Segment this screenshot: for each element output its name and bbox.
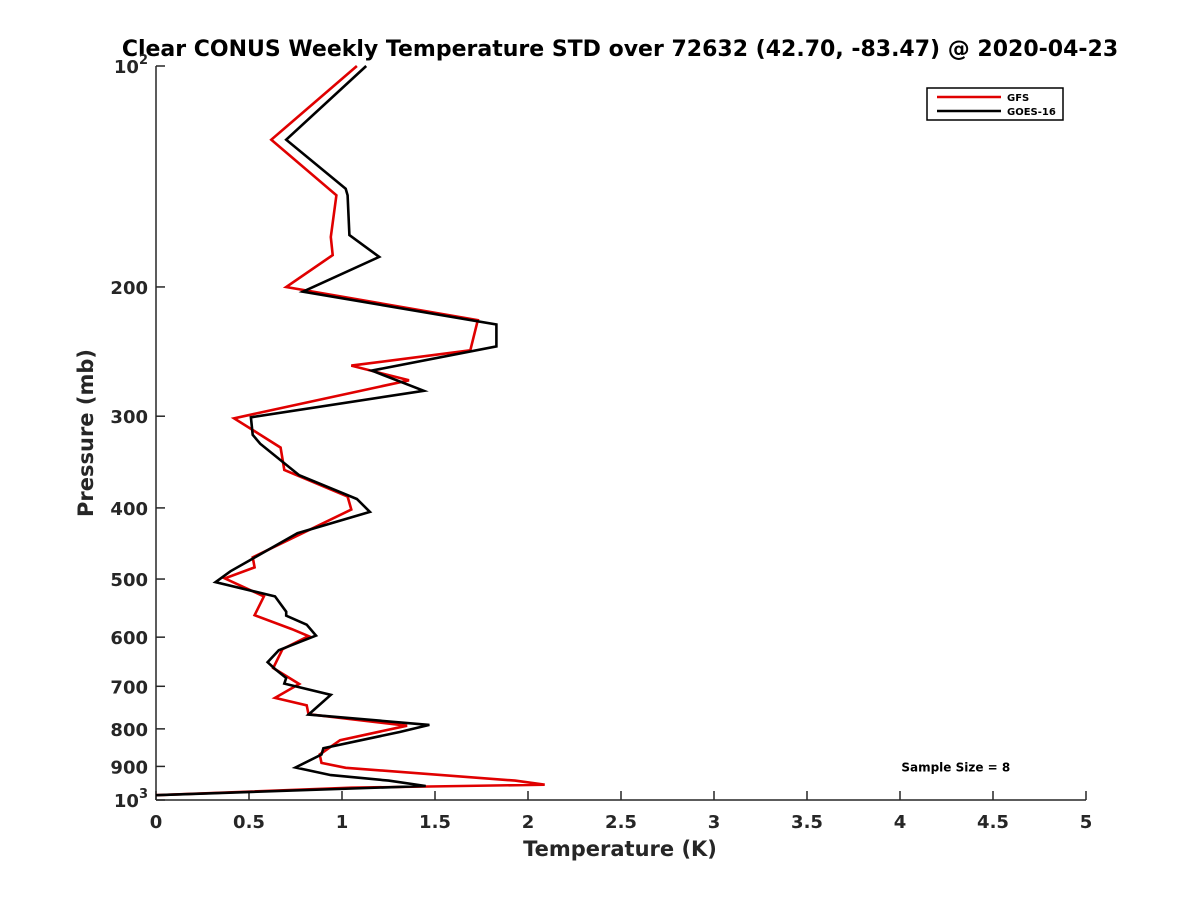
legend-entry: GFS bbox=[1007, 93, 1029, 104]
y-axis-label: Pressure (mb) bbox=[74, 349, 98, 517]
y-tick-label: 400 bbox=[110, 499, 148, 520]
x-tick-label: 2.5 bbox=[605, 812, 637, 833]
legend: GFS GOES-16 bbox=[926, 87, 1064, 121]
x-tick-label: 4 bbox=[894, 812, 907, 833]
y-tick-label: 102 bbox=[114, 53, 148, 78]
x-axis-label: Temperature (K) bbox=[523, 837, 717, 861]
x-tick-label: 2 bbox=[522, 812, 535, 833]
x-tick-label: 5 bbox=[1080, 812, 1093, 833]
sample-size-annotation: Sample Size = 8 bbox=[901, 760, 1010, 774]
x-tick-label: 3 bbox=[708, 812, 721, 833]
chart-title: Clear CONUS Weekly Temperature STD over … bbox=[122, 37, 1118, 62]
y-tick-label: 500 bbox=[110, 570, 148, 591]
y-tick-label: 800 bbox=[110, 720, 148, 741]
legend-entry: GOES-16 bbox=[1007, 107, 1056, 118]
y-tick-label: 200 bbox=[110, 278, 148, 299]
series-line-goes-16 bbox=[155, 65, 498, 797]
x-tick-label: 3.5 bbox=[791, 812, 823, 833]
y-tick-label: 600 bbox=[110, 628, 148, 649]
plot-area: 0 0.5 1 1.5 2 2.5 3 3.5 4 4.5 5 102 200 300 400 500 600 7… bbox=[110, 53, 1092, 833]
y-tick-label: 300 bbox=[110, 407, 148, 428]
y-tick-label: 700 bbox=[110, 677, 148, 698]
x-tick-label: 0.5 bbox=[233, 812, 265, 833]
x-tick-label: 0 bbox=[150, 812, 163, 833]
y-tick-label: 900 bbox=[110, 757, 148, 778]
y-tick-label: 103 bbox=[114, 787, 148, 812]
x-tick-label: 1.5 bbox=[419, 812, 451, 833]
x-tick-label: 4.5 bbox=[977, 812, 1009, 833]
legend-box bbox=[926, 87, 1064, 121]
x-tick-label: 1 bbox=[336, 812, 349, 833]
